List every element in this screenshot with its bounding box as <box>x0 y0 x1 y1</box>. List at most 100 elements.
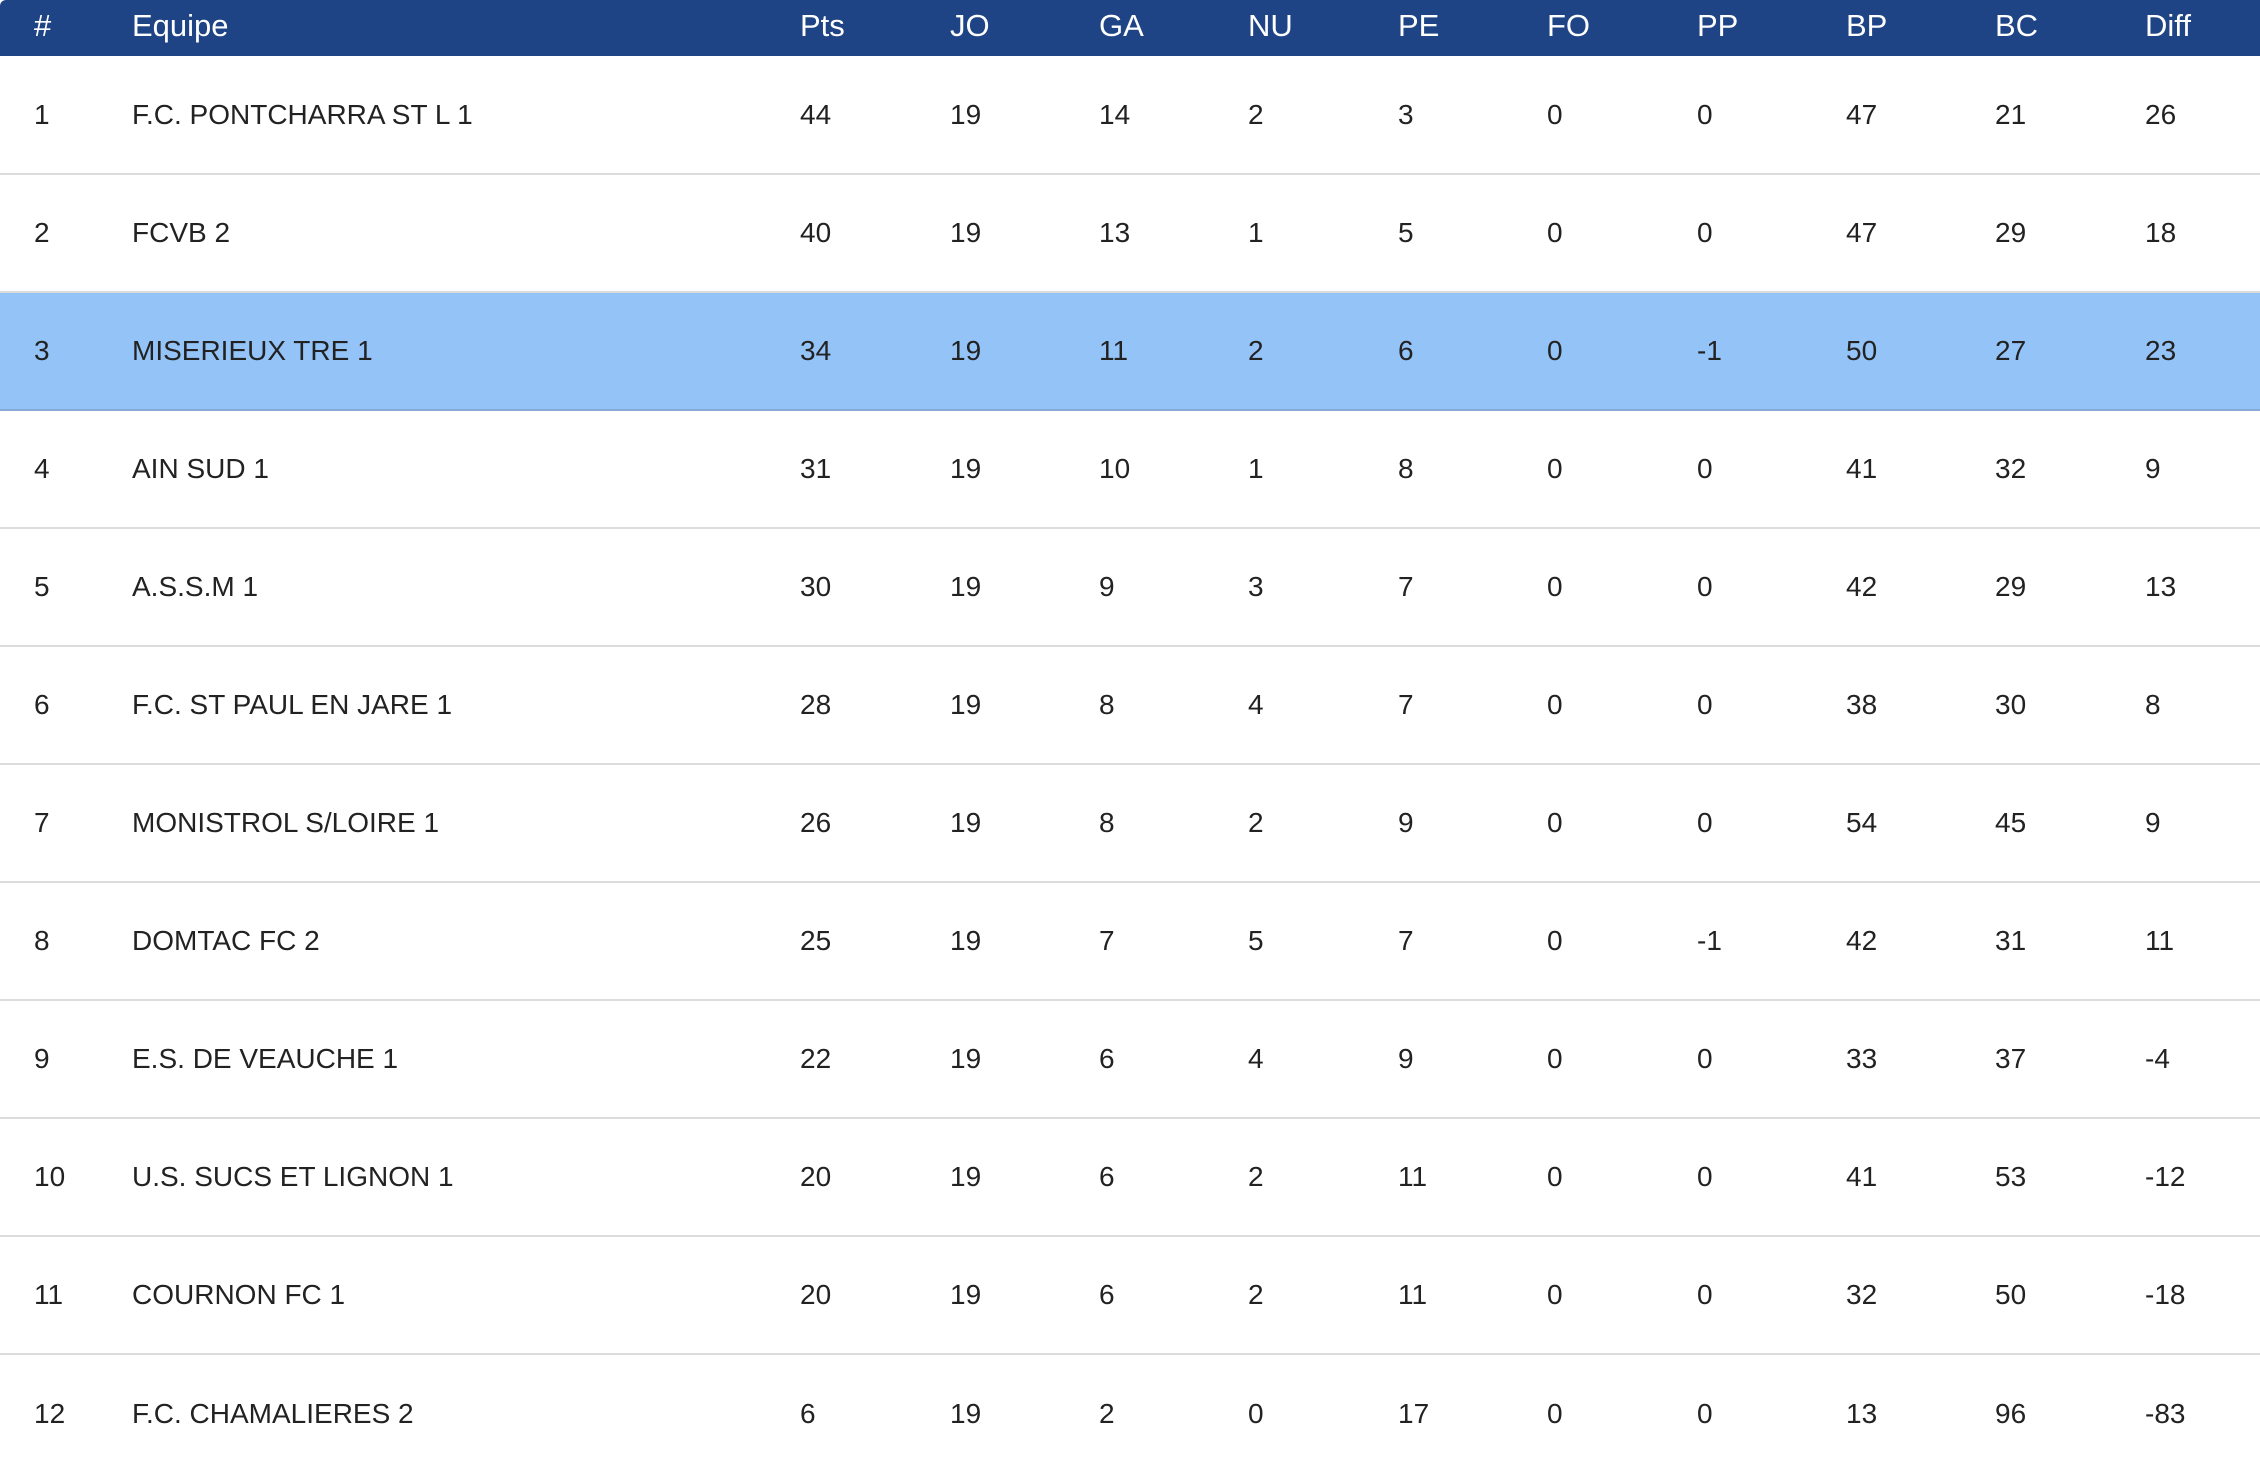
forfeit-cell: 0 <box>1547 1397 1563 1429</box>
column-header-points[interactable]: Pts <box>800 8 845 43</box>
goal-difference-cell: -12 <box>2145 1161 2186 1192</box>
goals-for-cell: 50 <box>1846 335 1878 366</box>
penalty-cell: 0 <box>1697 1279 1713 1310</box>
goals-for-cell: 41 <box>1846 1161 1878 1192</box>
table-row[interactable]: 11 COURNON FC 1 20 19 6 2 11 0 0 32 50 -18 <box>0 1236 2260 1354</box>
table-row[interactable]: 7 MONISTROL S/LOIRE 1 26 19 8 2 9 0 0 54 45 9 <box>0 764 2260 882</box>
drawn-cell: 3 <box>1248 571 1264 602</box>
rank-cell: 11 <box>34 1279 64 1310</box>
team-name-cell[interactable]: AIN SUD 1 <box>132 453 269 484</box>
column-header-rank[interactable]: # <box>34 8 52 43</box>
goals-for-cell: 42 <box>1846 925 1878 956</box>
won-cell: 8 <box>1099 689 1115 720</box>
lost-cell: 9 <box>1398 807 1414 838</box>
goals-for-cell: 47 <box>1846 98 1878 130</box>
table-row[interactable]: 9 E.S. DE VEAUCHE 1 22 19 6 4 9 0 0 33 37 -4 <box>0 1000 2260 1118</box>
goal-difference-cell: 13 <box>2145 571 2177 602</box>
goal-difference-cell: 18 <box>2145 217 2177 248</box>
table-row[interactable]: 3 MISERIEUX TRE 1 34 19 11 2 6 0 -1 50 27 23 <box>0 292 2260 410</box>
goals-for-cell: 32 <box>1846 1279 1878 1310</box>
column-header-won[interactable]: GA <box>1099 8 1144 43</box>
goals-against-cell: 29 <box>1995 217 2027 248</box>
drawn-cell: 1 <box>1248 453 1264 484</box>
column-header-played[interactable]: JO <box>950 8 990 43</box>
table-row[interactable]: 1 F.C. PONTCHARRA ST L 1 44 19 14 2 3 0 0 47 21 26 <box>0 56 2260 174</box>
points-cell: 26 <box>800 807 832 838</box>
penalty-cell: 0 <box>1697 571 1713 602</box>
points-cell: 44 <box>800 98 832 130</box>
goal-difference-cell: 23 <box>2145 335 2177 366</box>
column-header-lost[interactable]: PE <box>1398 8 1440 43</box>
penalty-cell: -1 <box>1697 925 1722 956</box>
team-name-cell[interactable]: A.S.S.M 1 <box>132 571 259 602</box>
played-cell: 19 <box>950 1043 982 1074</box>
column-header-forfeit[interactable]: FO <box>1547 8 1591 43</box>
drawn-cell: 0 <box>1248 1397 1264 1429</box>
forfeit-cell: 0 <box>1547 217 1563 248</box>
rank-cell: 8 <box>34 925 50 956</box>
team-name-cell[interactable]: DOMTAC FC 2 <box>132 925 320 956</box>
won-cell: 11 <box>1099 335 1129 366</box>
table-row[interactable]: 5 A.S.S.M 1 30 19 9 3 7 0 0 42 29 13 <box>0 528 2260 646</box>
penalty-cell: 0 <box>1697 1397 1713 1429</box>
forfeit-cell: 0 <box>1547 571 1563 602</box>
column-header-team[interactable]: Equipe <box>132 8 229 43</box>
rank-cell: 12 <box>34 1397 66 1429</box>
goals-against-cell: 50 <box>1995 1279 2027 1310</box>
team-name-cell[interactable]: FCVB 2 <box>132 217 231 248</box>
table-row[interactable]: 4 AIN SUD 1 31 19 10 1 8 0 0 41 32 9 <box>0 410 2260 528</box>
drawn-cell: 2 <box>1248 335 1264 366</box>
goals-against-cell: 30 <box>1995 689 2027 720</box>
table-row[interactable]: 8 DOMTAC FC 2 25 19 7 5 7 0 -1 42 31 11 <box>0 882 2260 1000</box>
forfeit-cell: 0 <box>1547 1279 1563 1310</box>
header-row: # Equipe Pts JO GA NU PE FO PP BP BC Dif… <box>0 0 2260 56</box>
played-cell: 19 <box>950 453 982 484</box>
team-name-cell[interactable]: U.S. SUCS ET LIGNON 1 <box>132 1161 454 1192</box>
column-header-goals-for[interactable]: BP <box>1846 8 1888 43</box>
table-row[interactable]: 6 F.C. ST PAUL EN JARE 1 28 19 8 4 7 0 0 38 30 8 <box>0 646 2260 764</box>
won-cell: 14 <box>1099 98 1131 130</box>
table-header: # Equipe Pts JO GA NU PE FO PP BP BC Dif… <box>0 0 2260 56</box>
column-header-drawn[interactable]: NU <box>1248 8 1293 43</box>
won-cell: 6 <box>1099 1161 1115 1192</box>
table-row[interactable]: 10 U.S. SUCS ET LIGNON 1 20 19 6 2 11 0 0 41 53 -12 <box>0 1118 2260 1236</box>
team-name-cell[interactable]: E.S. DE VEAUCHE 1 <box>132 1043 399 1074</box>
played-cell: 19 <box>950 98 982 130</box>
goal-difference-cell: 11 <box>2145 925 2175 956</box>
column-header-goals-against[interactable]: BC <box>1995 8 2039 43</box>
team-name-cell[interactable]: F.C. ST PAUL EN JARE 1 <box>132 689 453 720</box>
team-name-cell[interactable]: MISERIEUX TRE 1 <box>132 335 373 366</box>
rank-cell: 10 <box>34 1161 66 1192</box>
won-cell: 10 <box>1099 453 1131 484</box>
lost-cell: 7 <box>1398 571 1414 602</box>
points-cell: 34 <box>800 335 832 366</box>
played-cell: 19 <box>950 217 982 248</box>
rank-cell: 6 <box>34 689 50 720</box>
column-header-goal-difference[interactable]: Diff <box>2145 8 2191 43</box>
drawn-cell: 1 <box>1248 217 1264 248</box>
goal-difference-cell: 9 <box>2145 453 2161 484</box>
team-name-cell[interactable]: F.C. PONTCHARRA ST L 1 <box>132 98 473 130</box>
penalty-cell: 0 <box>1697 807 1713 838</box>
played-cell: 19 <box>950 1397 982 1429</box>
rank-cell: 4 <box>34 453 50 484</box>
played-cell: 19 <box>950 335 982 366</box>
played-cell: 19 <box>950 925 982 956</box>
table-row[interactable]: 2 FCVB 2 40 19 13 1 5 0 0 47 29 18 <box>0 174 2260 292</box>
team-name-cell[interactable]: MONISTROL S/LOIRE 1 <box>132 807 440 838</box>
points-cell: 6 <box>800 1397 816 1429</box>
won-cell: 8 <box>1099 807 1115 838</box>
goal-difference-cell: -18 <box>2145 1279 2186 1310</box>
table-row[interactable]: 12 F.C. CHAMALIERES 2 6 19 2 0 17 0 0 13 96 -83 <box>0 1354 2260 1472</box>
team-name-cell[interactable]: COURNON FC 1 <box>132 1279 346 1310</box>
penalty-cell: -1 <box>1697 335 1722 366</box>
drawn-cell: 2 <box>1248 807 1264 838</box>
goals-for-cell: 54 <box>1846 807 1878 838</box>
played-cell: 19 <box>950 1161 982 1192</box>
rank-cell: 9 <box>34 1043 50 1074</box>
drawn-cell: 2 <box>1248 1279 1264 1310</box>
column-header-penalty[interactable]: PP <box>1697 8 1739 43</box>
team-name-cell[interactable]: F.C. CHAMALIERES 2 <box>132 1397 414 1429</box>
goal-difference-cell: 8 <box>2145 689 2161 720</box>
